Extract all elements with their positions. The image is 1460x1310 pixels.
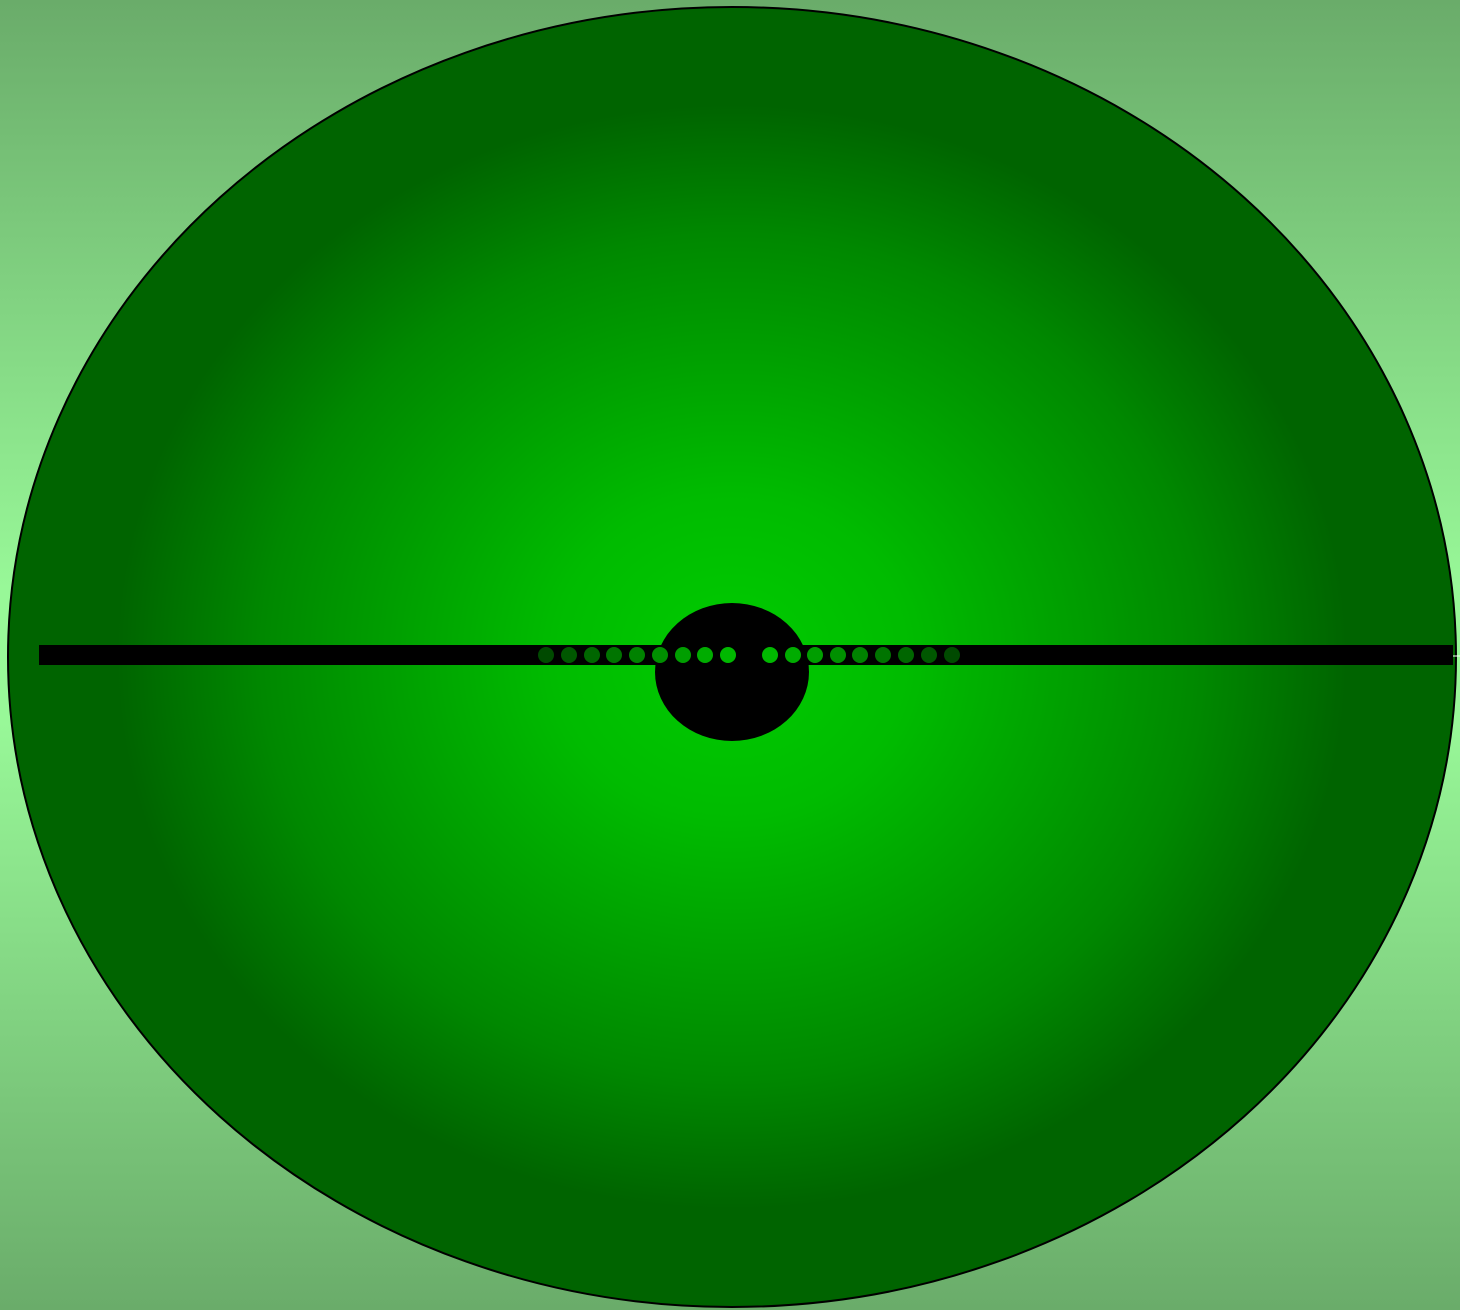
dot [629, 647, 645, 663]
dot [830, 647, 846, 663]
dot [675, 647, 691, 663]
dot [785, 647, 801, 663]
dot [606, 647, 622, 663]
dot [898, 647, 914, 663]
dot [875, 647, 891, 663]
dot [852, 647, 868, 663]
dot [720, 647, 736, 663]
hub [655, 603, 809, 741]
dots-right [762, 647, 960, 663]
dot [697, 647, 713, 663]
dot [538, 647, 554, 663]
dot [762, 647, 778, 663]
dots-left [538, 647, 736, 663]
dot [944, 647, 960, 663]
dot [921, 647, 937, 663]
dot [807, 647, 823, 663]
dot [584, 647, 600, 663]
dot [652, 647, 668, 663]
dot [561, 647, 577, 663]
